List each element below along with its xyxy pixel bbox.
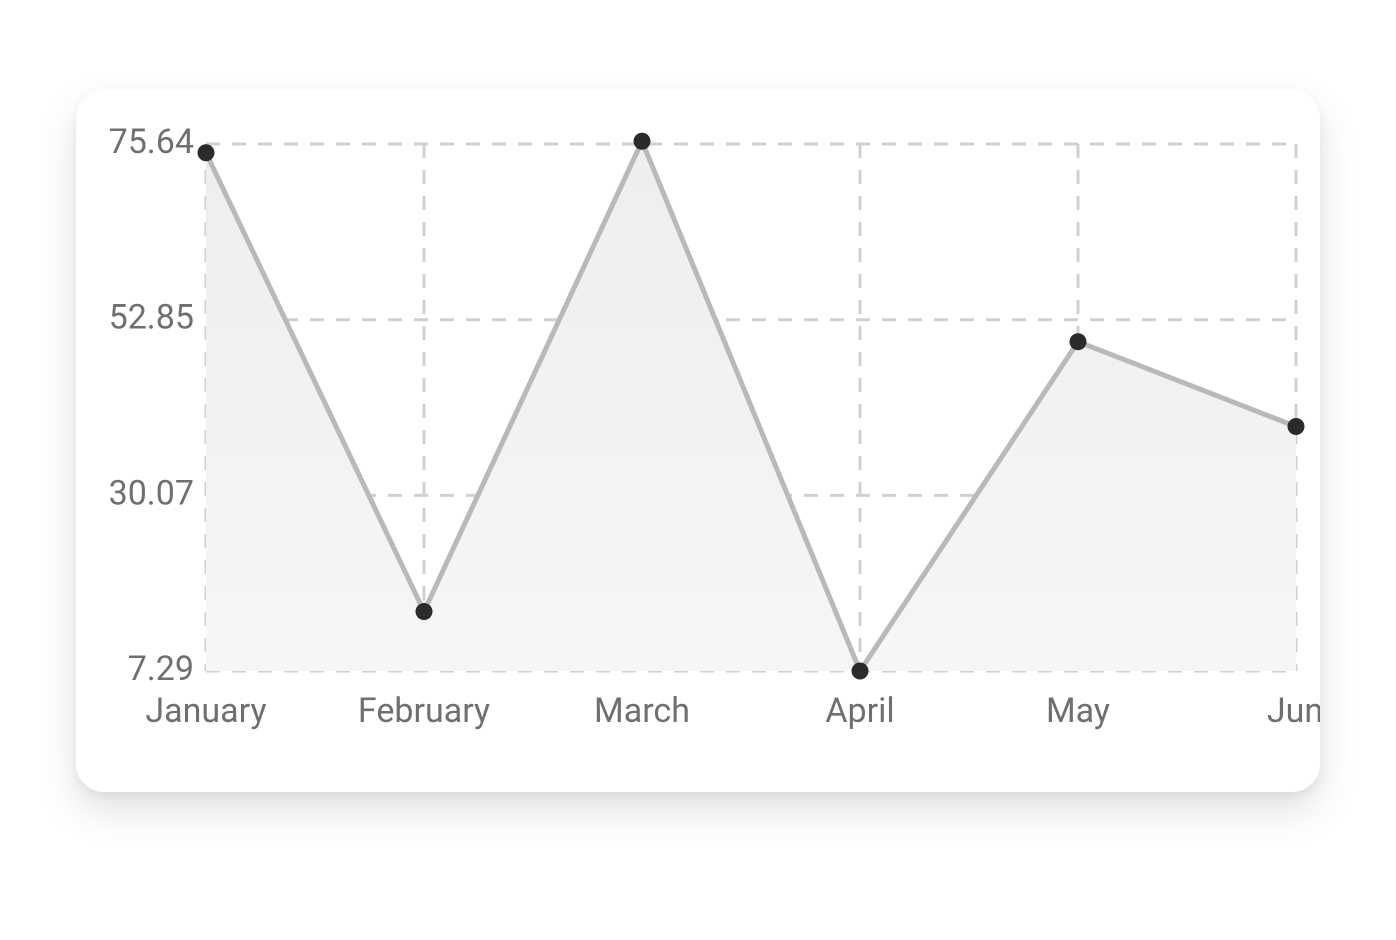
- data-point: [634, 133, 651, 150]
- data-point: [198, 144, 215, 161]
- y-axis-label: 30.07: [109, 473, 194, 513]
- chart-card: 7.29 30.07 52.85 75.64 January February March A…: [76, 90, 1320, 792]
- x-axis-label: January: [145, 691, 266, 731]
- data-point: [1288, 418, 1305, 435]
- data-point: [1070, 333, 1087, 350]
- area-chart: 7.29 30.07 52.85 75.64 January February March A…: [76, 90, 1320, 792]
- y-axis-label: 7.29: [128, 649, 194, 689]
- x-axis-label: June: [1267, 691, 1320, 731]
- y-axis-label: 75.64: [109, 122, 194, 162]
- data-point: [852, 663, 869, 680]
- x-axis-label: May: [1046, 691, 1110, 731]
- x-axis-label: February: [358, 691, 490, 731]
- y-axis-label: 52.85: [109, 298, 194, 338]
- data-point: [416, 603, 433, 620]
- x-axis-label: April: [825, 691, 894, 731]
- x-axis-label: March: [594, 691, 690, 731]
